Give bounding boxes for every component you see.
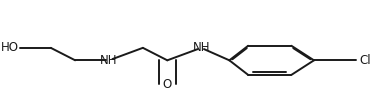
Text: Cl: Cl (359, 54, 371, 67)
Text: NH: NH (193, 41, 210, 54)
Text: HO: HO (1, 41, 19, 54)
Text: NH: NH (100, 54, 118, 67)
Text: O: O (163, 78, 172, 91)
